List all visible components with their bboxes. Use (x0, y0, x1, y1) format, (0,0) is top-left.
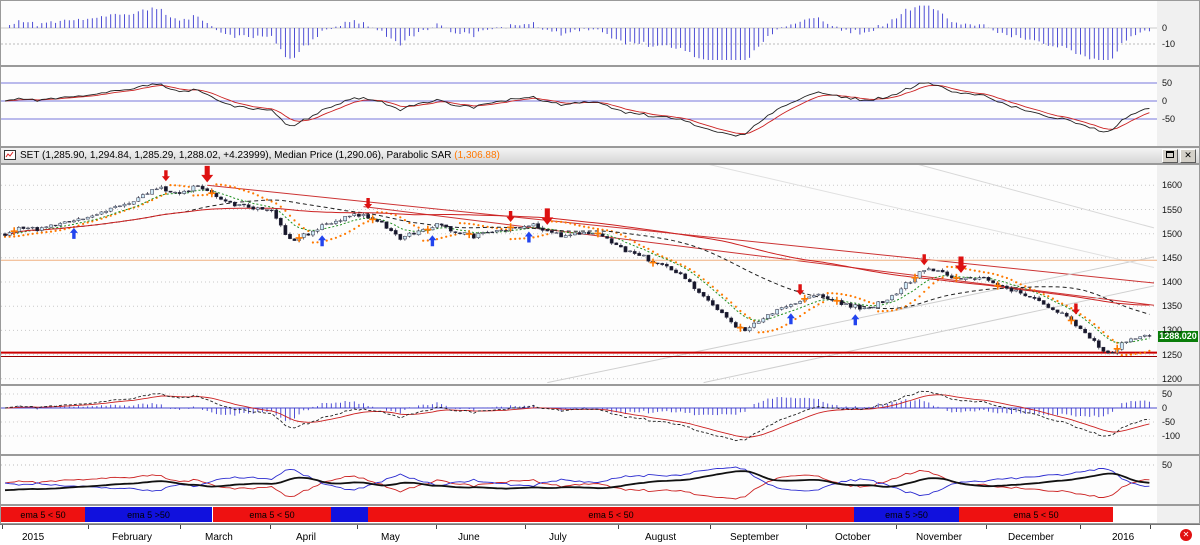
momentum-axis: 0 -10 (1157, 1, 1199, 65)
momentum-histogram-plot[interactable] (1, 1, 1158, 65)
axis-label: 0 (1162, 96, 1168, 106)
axis-label: 1600 (1162, 180, 1183, 190)
scroll-end-button[interactable]: ✕ (1180, 529, 1192, 541)
axis-label: -50 (1162, 114, 1176, 124)
month-tick (896, 525, 897, 529)
maximize-button[interactable] (1162, 148, 1178, 163)
x-axis-label: October (835, 532, 871, 543)
x-axis-label: November (916, 532, 963, 543)
axis-label: -10 (1162, 39, 1176, 49)
axis-label: 1350 (1162, 301, 1183, 311)
ema-ribbon-pane: ema 5 < 50 ema 5 >50 ema 5 < 50 ema 5 < 50 e… (0, 505, 1200, 524)
axis-label: 1550 (1162, 205, 1183, 215)
month-tick (270, 525, 271, 529)
axis-label: 0 (1162, 403, 1168, 413)
oscillator-axis: 50 0 -50 (1157, 67, 1199, 146)
x-axis-label: March (205, 532, 233, 543)
month-tick (1150, 525, 1151, 529)
ribbon-axis (1157, 506, 1199, 523)
axis-label: 1400 (1162, 277, 1183, 287)
axis-label: 50 (1162, 460, 1173, 470)
ema-ribbon-segment: ema 5 < 50 (1, 507, 85, 522)
axis-label: -50 (1162, 417, 1176, 427)
indicator-pane-momentum: 0 -10 (0, 0, 1200, 66)
axis-label: 50 (1162, 78, 1173, 88)
x-axis-label: 2016 (1112, 532, 1135, 543)
macd-plot[interactable] (1, 386, 1158, 454)
maximize-icon (1166, 151, 1174, 158)
x-axis-label: June (458, 532, 480, 543)
oscillator-plot[interactable] (1, 67, 1158, 146)
month-tick (1080, 525, 1081, 529)
ema-ribbon-segment (331, 507, 368, 522)
axis-label: 0 (1162, 23, 1168, 33)
month-tick (357, 525, 358, 529)
last-price-tag: 1288.020 (1158, 331, 1198, 342)
axis-label: 1500 (1162, 229, 1183, 239)
ema-ribbon: ema 5 < 50 ema 5 >50 ema 5 < 50 ema 5 < 50 e… (1, 507, 1158, 522)
adx-axis: 50 (1157, 456, 1199, 504)
indicator-pane-oscillator: 50 0 -50 (0, 66, 1200, 147)
chart-window-titlebar[interactable]: SET (1,285.90, 1,294.84, 1,285.29, 1,288… (0, 147, 1200, 164)
axis-label: 50 (1162, 389, 1173, 399)
chart-title: SET (1,285.90, 1,294.84, 1,285.29, 1,288… (20, 150, 1158, 161)
month-tick (180, 525, 181, 529)
chart-window-icon (4, 147, 16, 165)
axis-label: 1450 (1162, 253, 1183, 263)
x-axis-label: July (549, 532, 567, 543)
month-tick (986, 525, 987, 529)
ema-ribbon-segment: ema 5 < 50 (959, 507, 1113, 522)
time-axis: ✕ 2015 February March April May June July Augus… (0, 524, 1200, 545)
adx-plot[interactable] (1, 456, 1158, 504)
axis-label: -100 (1162, 431, 1181, 441)
x-axis-label: 2015 (22, 532, 45, 543)
price-axis: 1288.020 1600 1550 1500 1450 1400 1350 1300 125… (1157, 165, 1199, 384)
ema-ribbon-segment: ema 5 >50 (854, 507, 959, 522)
chart-title-text: SET (1,285.90, 1,294.84, 1,285.29, 1,288… (20, 150, 455, 161)
candlestick-chart[interactable] (1, 165, 1158, 384)
parabolic-sar-value: (1,306.88) (454, 150, 500, 161)
close-button[interactable]: ✕ (1180, 148, 1196, 163)
main-price-pane: 1288.020 1600 1550 1500 1450 1400 1350 1300 125… (0, 164, 1200, 385)
x-axis-label: May (381, 532, 400, 543)
x-axis-label: February (112, 532, 153, 543)
ema-ribbon-segment: ema 5 >50 (85, 507, 212, 522)
month-tick (806, 525, 807, 529)
ema-ribbon-segment: ema 5 < 50 (213, 507, 331, 522)
month-tick (88, 525, 89, 529)
axis-label: 1200 (1162, 374, 1183, 384)
axis-label: 1250 (1162, 350, 1183, 360)
month-tick (618, 525, 619, 529)
month-tick (710, 525, 711, 529)
macd-axis: 50 0 -50 -100 (1157, 386, 1199, 454)
x-axis-label: August (645, 532, 677, 543)
x-axis-label: December (1008, 532, 1055, 543)
indicator-pane-macd: 50 0 -50 -100 (0, 385, 1200, 455)
axis-label: 1300 (1162, 325, 1183, 335)
close-icon: ✕ (1184, 150, 1192, 160)
month-tick (436, 525, 437, 529)
x-axis-label: April (296, 532, 317, 543)
indicator-pane-adx: 50 (0, 455, 1200, 505)
month-tick (525, 525, 526, 529)
ema-ribbon-segment: ema 5 < 50 (368, 507, 854, 522)
x-axis-label: September (730, 532, 779, 543)
month-tick (2, 525, 3, 529)
